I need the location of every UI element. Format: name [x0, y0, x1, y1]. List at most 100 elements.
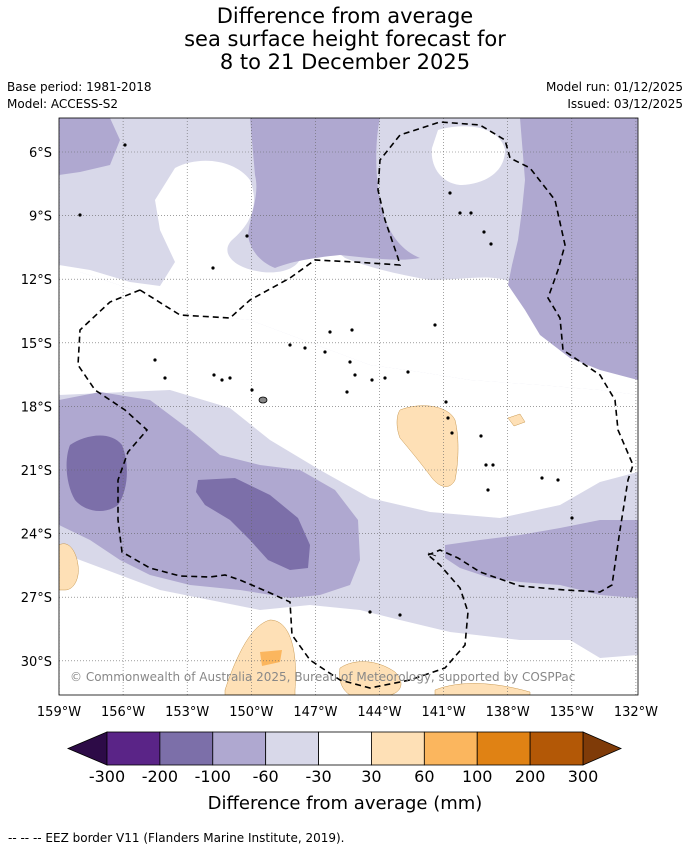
longitude-labels: 159°W 156°W 153°W 150°W 147°W 144°W 141°W 138°W…: [37, 705, 658, 720]
island: [482, 230, 486, 234]
colorbar-tick-label: 200: [515, 767, 546, 786]
island: [78, 213, 82, 217]
lon-label: 156°W: [101, 705, 145, 720]
colorbar-tick-label: -300: [89, 767, 125, 786]
colorbar-tick-label: -100: [195, 767, 231, 786]
islands: [78, 143, 574, 617]
colorbar-segment: [423, 731, 478, 766]
lat-label: 15°S: [21, 337, 52, 352]
model-name: Model: ACCESS-S2: [7, 97, 119, 111]
island: [348, 360, 352, 364]
lat-label: 18°S: [21, 400, 52, 415]
island: [469, 211, 473, 215]
title-line-2: sea surface height forecast for: [184, 27, 506, 51]
island: [211, 266, 215, 270]
island: [486, 488, 490, 492]
anomaly-region-medium: [59, 118, 638, 598]
island: [398, 613, 402, 617]
lon-label: 159°W: [37, 705, 81, 720]
island: [345, 390, 349, 394]
lon-label: 132°W: [614, 705, 658, 720]
colorbar-tick-label: 60: [414, 767, 434, 786]
island: [448, 191, 452, 195]
island: [491, 463, 495, 467]
island: [406, 370, 410, 374]
island: [323, 350, 327, 354]
colorbar-segment: [371, 731, 425, 766]
model-run: Model run: 01/12/2025: [545, 80, 683, 94]
lat-label: 12°S: [21, 273, 52, 288]
lat-label: 21°S: [21, 464, 52, 479]
colorbar-tick-label: -60: [253, 767, 279, 786]
lat-label: 6°S: [29, 146, 52, 161]
island: [368, 610, 372, 614]
island: [288, 343, 292, 347]
colorbar-tick-label: -200: [142, 767, 178, 786]
colorbar-max-extension: [582, 731, 623, 766]
anomaly-region-positive-medium: [260, 650, 282, 666]
colorbar-segment: [529, 731, 584, 766]
colorbar-tick-label: 30: [361, 767, 381, 786]
lon-label: 141°W: [422, 705, 466, 720]
island: [212, 373, 216, 377]
island: [350, 328, 354, 332]
map-area: © Commonwealth of Australia 2025, Bureau…: [59, 118, 638, 695]
island: [383, 376, 387, 380]
colorbar-min-extension: [66, 731, 108, 766]
eez-border-cook-islands: [139, 121, 634, 593]
colorbar-segment: [106, 731, 161, 766]
lat-label: 27°S: [21, 591, 52, 606]
island: [250, 388, 254, 392]
base-period: Base period: 1981-2018: [7, 80, 152, 94]
copyright-notice: © Commonwealth of Australia 2025, Bureau…: [70, 670, 575, 684]
map-frame: [58, 117, 639, 696]
lon-label: 138°W: [486, 705, 530, 720]
colorbar-segment: [476, 731, 531, 766]
island: [446, 416, 450, 420]
island: [258, 396, 268, 404]
latitude-labels: 6°S 9°S 12°S 15°S 18°S 21°S 24°S 27°S 30°S: [21, 146, 52, 670]
island: [489, 242, 493, 246]
island: [328, 330, 332, 334]
island: [450, 431, 454, 435]
lon-label: 150°W: [229, 705, 273, 720]
lon-label: 144°W: [357, 705, 401, 720]
island: [220, 378, 224, 382]
anomaly-region-dark: [66, 435, 311, 570]
anomaly-region-neutral: [59, 126, 638, 695]
colorbar-title: Difference from average (mm): [207, 793, 483, 814]
eez-footnote: -- -- -- EEZ border V11 (Flanders Marine…: [8, 831, 345, 845]
lon-label: 135°W: [550, 705, 594, 720]
colorbar-tick-labels: -300 -200 -100 -60 -30 30 60 100 200 300: [89, 767, 598, 786]
colorbar-segment: [159, 731, 214, 766]
lon-label: 147°W: [293, 705, 337, 720]
island: [353, 373, 357, 377]
issued-date: Issued: 03/12/2025: [567, 97, 683, 111]
graticule: [59, 118, 638, 695]
island: [153, 358, 157, 362]
title-line-1: Difference from average: [216, 4, 474, 28]
island: [458, 211, 462, 215]
island: [228, 376, 232, 380]
island: [163, 376, 167, 380]
lat-label: 9°S: [29, 210, 52, 225]
island: [484, 463, 488, 467]
eez-borders: [77, 121, 634, 689]
colorbar-tick-label: 300: [568, 767, 599, 786]
lat-label: 24°S: [21, 528, 52, 543]
lon-label: 153°W: [165, 705, 209, 720]
island: [570, 516, 574, 520]
eez-border-french-polynesia: [77, 289, 469, 689]
island: [556, 478, 560, 482]
anomaly-region-positive-light: [59, 405, 531, 695]
lat-label: 30°S: [21, 655, 52, 670]
title-line-3: 8 to 21 December 2025: [219, 50, 471, 74]
colorbar-tick-label: 100: [462, 767, 493, 786]
island: [123, 143, 127, 147]
island: [427, 552, 437, 557]
island: [479, 434, 483, 438]
island: [370, 378, 374, 382]
colorbar-segment: [265, 731, 319, 766]
colorbar: [66, 731, 623, 766]
